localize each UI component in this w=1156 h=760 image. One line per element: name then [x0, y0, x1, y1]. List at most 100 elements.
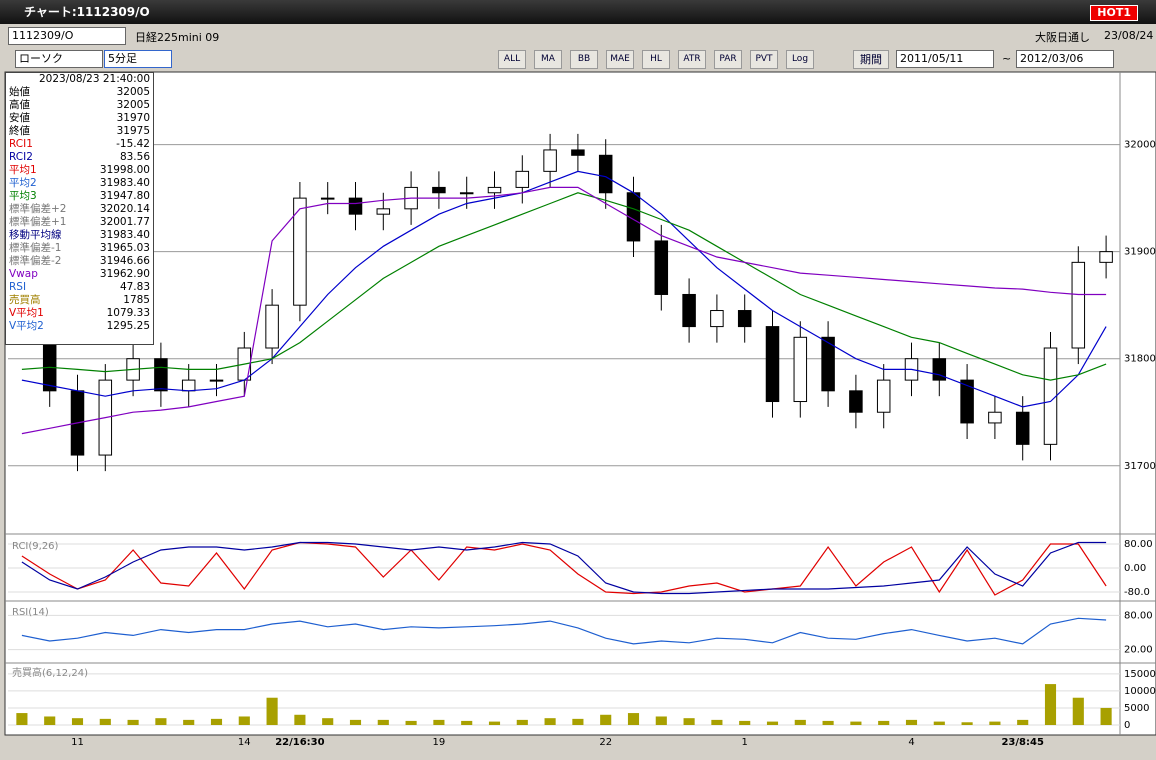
- y-tick-label: 80.00: [1124, 539, 1153, 550]
- period-button[interactable]: 期間: [853, 50, 889, 69]
- info-row: 標準偏差+2 32020.14: [6, 203, 153, 216]
- info-value: 31946.66: [99, 255, 150, 267]
- candle-body: [1043, 347, 1058, 445]
- series-line: [21, 541, 1107, 595]
- info-label: 移動平均線: [9, 229, 62, 241]
- code-input[interactable]: 1112309/O: [8, 27, 126, 45]
- toolbar-button[interactable]: HL: [642, 50, 670, 69]
- to-date[interactable]: 2012/03/06: [1016, 50, 1114, 68]
- info-value: -15.42: [116, 138, 150, 150]
- tilde: ~: [1002, 52, 1012, 65]
- info-row: 標準偏差-2 31946.66: [6, 255, 153, 268]
- candle-body: [737, 310, 752, 328]
- info-row: Vwap 31962.90: [6, 268, 153, 281]
- x-tick-label: 1: [742, 737, 748, 748]
- info-row: RSI 47.83: [6, 281, 153, 294]
- candle-body: [515, 170, 530, 188]
- y-tick-label: 15000: [1124, 669, 1156, 680]
- volume-bar: [488, 721, 501, 725]
- toolbar-button[interactable]: BB: [570, 50, 598, 69]
- candle-body: [487, 186, 502, 194]
- info-panel: 2023/08/23 21:40:00 始値 32005 高値 32005 安値 3197…: [5, 72, 154, 345]
- date: 23/08/24: [1104, 29, 1154, 42]
- series-line: [21, 186, 1107, 435]
- candle-body: [988, 411, 1002, 424]
- volume-bar: [822, 720, 834, 725]
- toolbar-button[interactable]: ALL: [498, 50, 526, 69]
- toolbar-button[interactable]: PAR: [714, 50, 742, 69]
- volume-bar: [933, 721, 945, 725]
- from-date[interactable]: 2011/05/11: [896, 50, 994, 68]
- info-value: 83.56: [119, 151, 150, 163]
- toolbar-button[interactable]: ATR: [678, 50, 706, 69]
- volume-bar: [766, 721, 779, 725]
- info-value: 31975: [116, 125, 150, 137]
- candle-body: [710, 310, 724, 328]
- candle-body: [181, 379, 196, 392]
- volume-bar: [127, 719, 139, 725]
- volume-bar: [433, 719, 445, 725]
- info-value: 32001.77: [99, 216, 150, 228]
- volume-bar: [683, 718, 695, 725]
- y-tick-label: 5000: [1124, 703, 1149, 714]
- y-tick-label: 80.00: [1124, 610, 1153, 621]
- candle-body: [1071, 261, 1086, 349]
- volume-bar: [655, 716, 667, 725]
- info-label: 平均1: [9, 164, 37, 176]
- info-label: 安値: [9, 112, 30, 124]
- volume-bar: [461, 720, 473, 725]
- info-value: 1079.33: [106, 307, 150, 319]
- info-label: RCI1: [9, 138, 33, 150]
- x-tick-label: 4: [908, 737, 914, 748]
- x-tick-label: 11: [71, 737, 84, 748]
- candle-body: [293, 197, 307, 306]
- candle-body: [265, 304, 279, 349]
- candle-body: [960, 379, 974, 424]
- info-value: 31947.80: [99, 190, 150, 202]
- info-row: 平均1 31998.00: [6, 164, 153, 177]
- toolbar-button[interactable]: PVT: [750, 50, 778, 69]
- candle-body: [682, 293, 696, 328]
- volume-bar: [322, 718, 334, 725]
- volume-bar: [183, 719, 195, 725]
- candle-body: [376, 208, 391, 215]
- y-tick-label: 0: [1124, 720, 1130, 731]
- chart-kind-select[interactable]: ローソク: [15, 50, 103, 68]
- info-value: 1785: [123, 294, 150, 306]
- toolbar-button[interactable]: MA: [534, 50, 562, 69]
- candle-body: [348, 197, 363, 215]
- volume-bar: [266, 697, 278, 725]
- info-row: 始値 32005: [6, 86, 153, 99]
- info-value: 32005: [116, 86, 150, 98]
- toolbar-button[interactable]: MAE: [606, 50, 634, 69]
- x-tick-label: 14: [238, 737, 251, 748]
- volume-bar: [516, 719, 528, 725]
- candle-body: [1099, 251, 1113, 263]
- interval-select[interactable]: 5分足: [104, 50, 172, 68]
- volume-bar: [238, 716, 250, 725]
- volume-bar: [711, 719, 723, 725]
- series-line: [21, 617, 1107, 645]
- info-label: 標準偏差+2: [9, 203, 67, 215]
- candle-body: [876, 379, 891, 413]
- volume-bar: [1017, 719, 1029, 725]
- candle-body: [654, 240, 669, 295]
- info-row: 高値 32005: [6, 99, 153, 112]
- volume-bar: [989, 721, 1001, 725]
- info-row: 安値 31970: [6, 112, 153, 125]
- toolbar-button[interactable]: Log: [786, 50, 814, 69]
- title-bar: チャート:1112309/O HOT1: [0, 0, 1156, 24]
- panel-title: RSI(14): [12, 607, 49, 618]
- volume-bar: [878, 720, 890, 725]
- volume-bar: [1044, 684, 1057, 725]
- x-tick-label: 19: [433, 737, 446, 748]
- hot-badge[interactable]: HOT1: [1090, 5, 1138, 21]
- info-label: V平均2: [9, 320, 44, 332]
- volume-bar: [1100, 707, 1112, 725]
- volume-bar: [600, 714, 612, 725]
- info-value: 31965.03: [99, 242, 150, 254]
- info-label: Vwap: [9, 268, 38, 280]
- volume-bar: [905, 719, 918, 725]
- y-tick-label: 31700: [1124, 461, 1156, 472]
